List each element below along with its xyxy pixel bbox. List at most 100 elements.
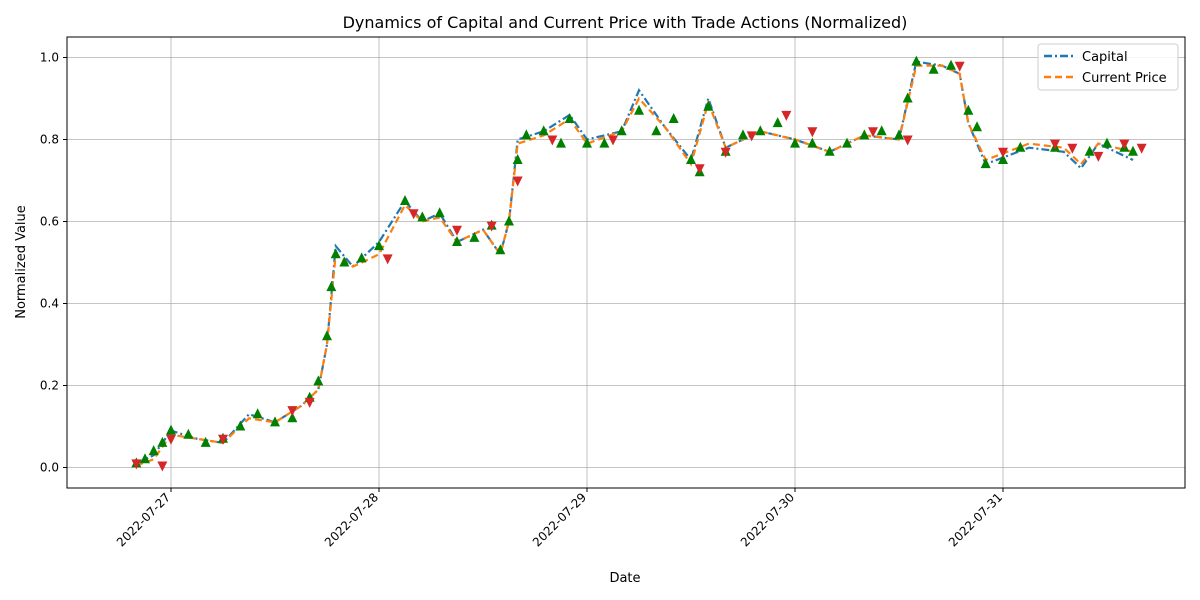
legend: Capital Current Price xyxy=(1037,43,1179,91)
buy-marker xyxy=(200,436,211,447)
sell-marker xyxy=(304,397,315,408)
buy-marker xyxy=(326,281,337,292)
buy-marker xyxy=(538,125,549,136)
buy-marker xyxy=(703,100,714,111)
buy-marker xyxy=(651,125,662,136)
y-tick-label: 0.0 xyxy=(40,461,59,475)
buy-marker xyxy=(1102,137,1112,148)
buy-marker xyxy=(469,231,480,242)
sell-marker xyxy=(781,110,792,121)
buy-marker xyxy=(686,154,696,164)
sell-marker xyxy=(1050,139,1060,150)
buy-marker xyxy=(911,55,922,66)
buy-marker xyxy=(634,104,644,115)
buy-marker xyxy=(790,137,800,148)
buy-marker xyxy=(824,145,835,156)
sell-marker xyxy=(1093,151,1104,162)
sell-marker xyxy=(902,135,913,146)
buy-marker xyxy=(876,125,887,136)
buy-marker xyxy=(894,129,904,140)
buy-marker xyxy=(495,244,506,255)
y-axis-label: Normalized Value xyxy=(14,205,29,319)
buy-marker xyxy=(772,117,783,128)
sell-marker xyxy=(512,176,523,187)
buy-marker xyxy=(807,137,818,148)
buy-marker xyxy=(1084,145,1095,156)
series-line-capital xyxy=(135,60,1134,465)
y-axis: 0.0 0.2 0.4 0.6 0.8 1.0 xyxy=(40,51,67,475)
buy-marker xyxy=(859,129,870,140)
x-axis-label: Date xyxy=(609,571,640,586)
sell-marker xyxy=(452,225,462,236)
legend-capital-label: Capital xyxy=(1082,50,1128,65)
buy-marker xyxy=(902,92,913,103)
sell-marker xyxy=(868,127,878,138)
buy-marker xyxy=(356,252,367,263)
buy-marker xyxy=(668,113,679,123)
plot-frame xyxy=(66,36,1186,489)
x-axis: 2022-07-27 2022-07-28 2022-07-29 2022-07-30… xyxy=(114,488,1005,549)
sell-marker xyxy=(720,147,731,158)
sell-marker xyxy=(998,147,1008,158)
sell-marker xyxy=(131,459,142,470)
y-tick-label: 0.2 xyxy=(40,379,59,393)
grid xyxy=(67,37,1185,488)
buy-marker xyxy=(330,248,341,259)
buy-marker xyxy=(166,424,176,435)
buy-marker xyxy=(564,113,575,123)
sell-marker xyxy=(954,61,965,72)
series-line-current-price xyxy=(135,64,1134,467)
buy-marker xyxy=(183,428,194,439)
sell-marker xyxy=(547,135,558,146)
sell-marker xyxy=(1119,139,1130,150)
buy-marker xyxy=(946,59,956,70)
buy-marker xyxy=(140,453,150,464)
buy-marker xyxy=(842,137,852,148)
buy-marker xyxy=(157,436,168,447)
chart-title: Dynamics of Capital and Current Price wi… xyxy=(343,13,908,32)
buy-marker xyxy=(928,63,939,74)
buy-marker xyxy=(339,256,350,267)
buy-marker xyxy=(504,215,514,226)
buy-marker xyxy=(270,416,280,427)
buy-marker xyxy=(521,129,532,140)
buy-marker xyxy=(148,445,159,456)
sell-marker xyxy=(608,135,618,146)
legend-price-label: Current Price xyxy=(1082,71,1167,86)
sell-marker xyxy=(157,461,168,472)
sell-marker xyxy=(382,254,393,265)
sell-marker xyxy=(1067,143,1078,154)
buy-marker xyxy=(400,195,410,205)
buy-marker xyxy=(452,236,462,246)
sell-marker xyxy=(408,209,419,220)
buy-marker xyxy=(738,129,748,140)
sell-marker xyxy=(166,434,176,445)
x-tick-label: 2022-07-27 xyxy=(114,490,173,549)
buy-marker xyxy=(556,137,566,148)
y-tick-label: 0.6 xyxy=(40,215,59,229)
y-tick-label: 1.0 xyxy=(40,51,59,65)
buy-marker xyxy=(512,154,523,164)
buy-marker xyxy=(313,375,324,386)
x-tick-label: 2022-07-29 xyxy=(530,490,589,549)
sell-marker xyxy=(746,131,757,142)
buy-marker xyxy=(1128,145,1138,156)
sell-marker xyxy=(486,221,497,232)
buy-marker xyxy=(755,125,766,136)
buy-marker xyxy=(998,154,1008,164)
buy-marker xyxy=(1015,141,1026,152)
y-tick-label: 0.8 xyxy=(40,133,59,147)
x-tick-label: 2022-07-31 xyxy=(946,490,1005,549)
sell-marker xyxy=(694,164,705,175)
buy-marker xyxy=(374,240,384,251)
buy-marker xyxy=(980,158,991,169)
x-tick-label: 2022-07-28 xyxy=(322,490,381,549)
buy-marker xyxy=(235,420,246,431)
sell-marker xyxy=(807,127,818,138)
buy-marker xyxy=(582,137,592,148)
series-layer xyxy=(135,60,1134,467)
x-tick-label: 2022-07-30 xyxy=(738,490,797,549)
trade-markers xyxy=(131,55,1147,472)
buy-marker xyxy=(599,137,610,148)
